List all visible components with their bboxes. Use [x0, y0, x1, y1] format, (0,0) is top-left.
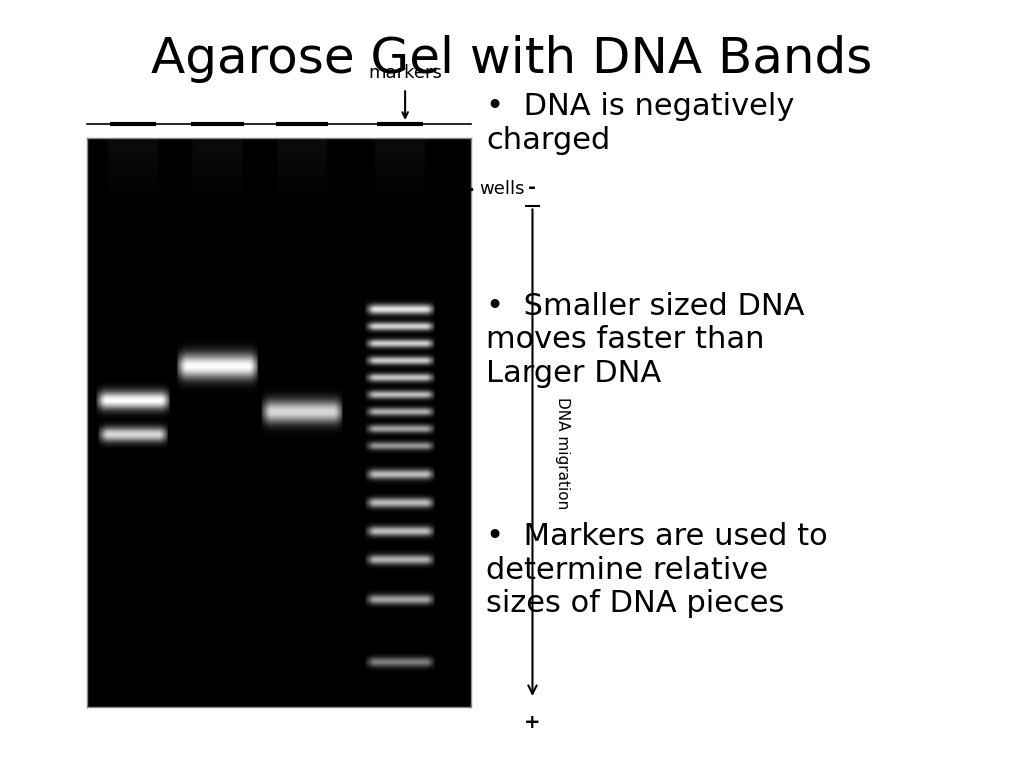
- Text: Agarose Gel with DNA Bands: Agarose Gel with DNA Bands: [152, 35, 872, 83]
- Text: markers: markers: [369, 65, 442, 82]
- Text: DNA migration: DNA migration: [555, 396, 570, 508]
- Text: wells: wells: [479, 180, 524, 198]
- Text: +: +: [524, 713, 541, 732]
- Text: •  Smaller sized DNA
moves faster than
Larger DNA: • Smaller sized DNA moves faster than La…: [486, 292, 805, 388]
- Text: •  Markers are used to
determine relative
sizes of DNA pieces: • Markers are used to determine relative…: [486, 522, 828, 618]
- Text: -: -: [528, 178, 537, 197]
- Text: •  DNA is negatively
charged: • DNA is negatively charged: [486, 92, 795, 155]
